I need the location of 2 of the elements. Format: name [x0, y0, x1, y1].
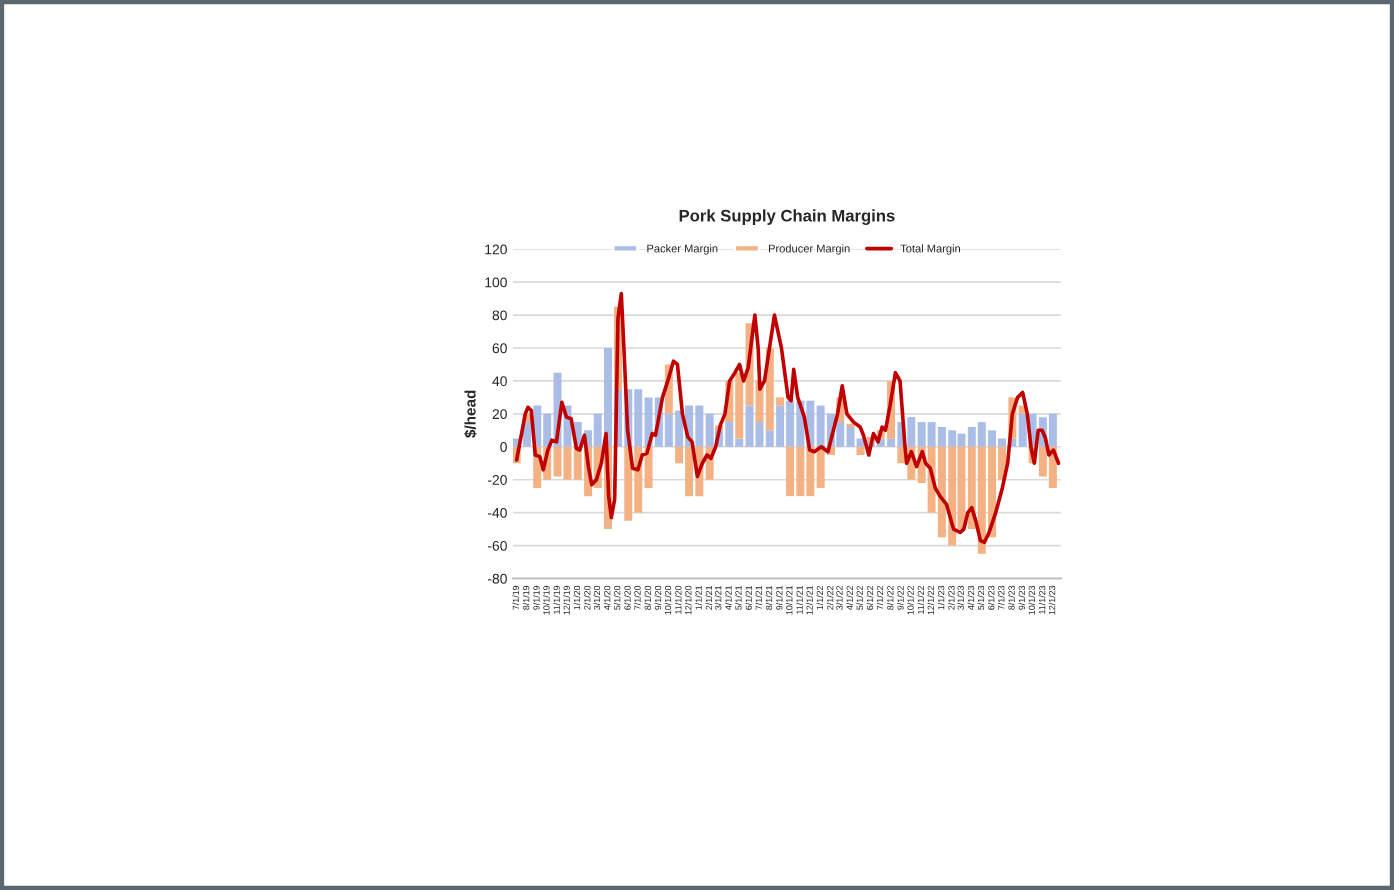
chart-title: Pork Supply Chain Margins — [679, 209, 895, 225]
line-series — [514, 291, 1061, 545]
